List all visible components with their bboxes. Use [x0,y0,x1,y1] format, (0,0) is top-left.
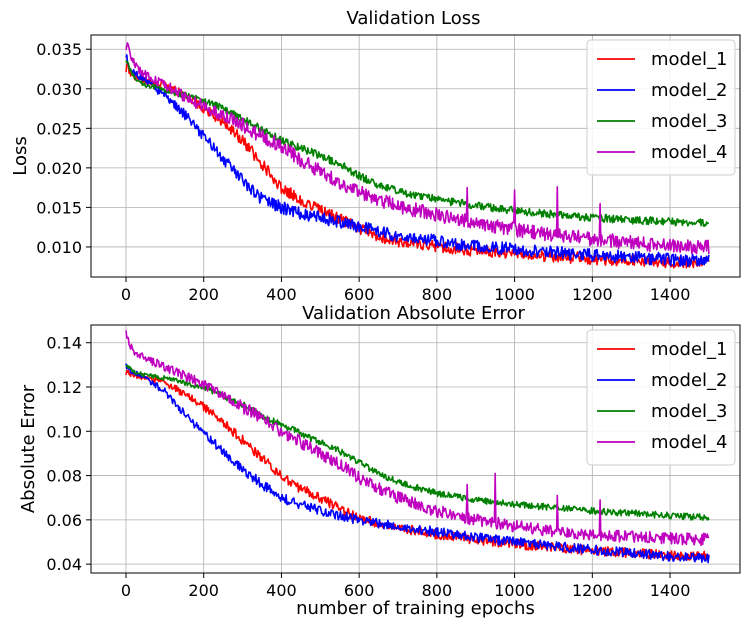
x-tick-label: 1400 [650,581,691,600]
y-tick-label: 0.12 [46,378,82,397]
y-tick-label: 0.030 [36,80,82,99]
legend-label: model_2 [651,80,728,101]
x-tick-label: 200 [188,285,219,304]
x-tick-label: 1200 [572,285,613,304]
legend-label: model_3 [651,401,728,422]
legend-box [586,329,736,466]
x-tick-label: 800 [422,581,453,600]
x-tick-label: 400 [266,285,297,304]
x-tick-label: 1000 [494,581,535,600]
legend: model_1 model_2 model_3 model_4 [586,39,736,176]
series-line-model-2 [125,54,710,268]
legend-label: model_2 [651,370,728,391]
x-tick-label: 0 [121,285,131,304]
validation-loss-chart: 0 200 400 600 800 1000 1200 1400 0.010 0.015 0.020… [10,8,741,304]
legend-label: model_4 [651,432,728,453]
x-axis-title: number of training epochs [296,598,535,619]
y-tick-label: 0.14 [46,334,82,353]
y-axis-title: Loss [10,136,31,175]
legend-box [586,39,736,176]
y-tick-label: 0.10 [46,422,82,441]
legend-label: model_1 [651,339,728,360]
series-line-model-1 [125,61,710,269]
series-line-model-3 [125,60,710,228]
validation-absolute-error-chart: 0 200 400 600 800 1000 1200 1400 0.04 0.06 0.08 0.1… [18,303,741,619]
x-tick-label: 1000 [494,285,535,304]
x-tick-label: 200 [188,581,219,600]
series-line-model-2 [125,363,710,564]
series-group [125,330,710,564]
series-group [125,42,710,269]
x-tick-label: 1200 [572,581,613,600]
legend: model_1 model_2 model_3 model_4 [586,329,736,466]
series-line-model-4 [125,42,710,255]
chart-title: Validation Loss [346,8,480,29]
x-tick-label: 600 [344,285,375,304]
x-tick-label: 400 [266,581,297,600]
legend-label: model_4 [651,142,728,163]
x-tick-label: 800 [422,285,453,304]
x-tick-label: 1400 [650,285,691,304]
x-tick-label: 600 [344,581,375,600]
y-tick-label: 0.025 [36,119,82,138]
axes-frame [90,34,741,278]
y-tick-label: 0.04 [46,555,82,574]
y-axis-title: Absolute Error [18,384,39,513]
legend-label: model_3 [651,111,728,132]
series-line-model-4 [125,330,710,547]
y-tick-label: 0.020 [36,159,82,178]
x-tick-label: 0 [121,581,131,600]
axes-frame [90,324,741,574]
chart-title: Validation Absolute Error [302,303,525,324]
y-tick-label: 0.06 [46,511,82,530]
y-tick-label: 0.08 [46,467,82,486]
y-tick-label: 0.035 [36,40,82,59]
y-tick-label: 0.015 [36,198,82,217]
y-tick-label: 0.010 [36,238,82,257]
legend-label: model_1 [651,49,728,70]
